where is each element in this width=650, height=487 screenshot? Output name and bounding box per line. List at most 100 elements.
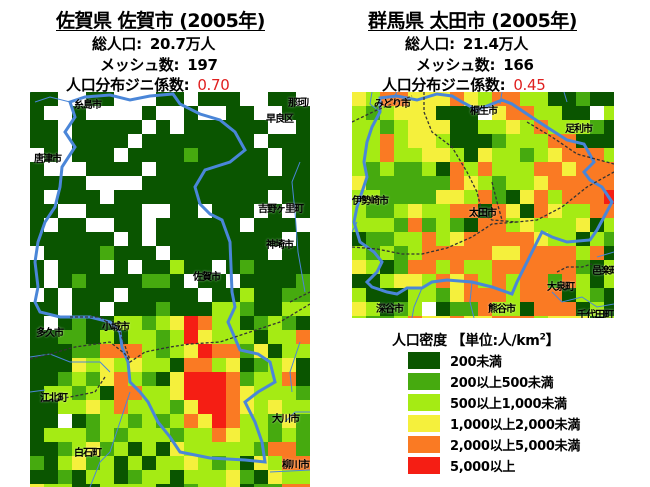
mesh-cell	[282, 274, 296, 288]
mesh-cell	[156, 246, 170, 260]
mesh-cell	[184, 190, 198, 204]
mesh-cell	[170, 428, 184, 442]
mesh-cell	[282, 386, 296, 400]
mesh-cell	[282, 148, 296, 162]
right-gini-value: 0.45	[513, 76, 546, 94]
mesh-cell	[212, 106, 226, 120]
mesh-cell	[282, 330, 296, 344]
mesh-cell	[86, 456, 100, 470]
mesh-cell	[142, 428, 156, 442]
mesh-cell	[184, 386, 198, 400]
left-gini-label: 人口分布ジニ係数:	[66, 76, 190, 94]
mesh-cell	[296, 176, 310, 190]
mesh-cell	[604, 302, 614, 316]
mesh-cell	[296, 106, 310, 120]
mesh-cell	[282, 344, 296, 358]
density-legend: 人口密度 【単位:人/km2】 200未満 200以上500未満 500以上1,00…	[392, 330, 580, 476]
mesh-cell	[72, 484, 86, 487]
mesh-cell	[576, 316, 590, 318]
mesh-cell	[268, 260, 282, 274]
mesh-cell	[72, 470, 86, 484]
mesh-cell	[212, 358, 226, 372]
mesh-cell	[268, 106, 282, 120]
mesh-cell	[170, 134, 184, 148]
mesh-cell	[352, 134, 366, 148]
legend-item: 1,000以上2,000未満	[408, 413, 580, 434]
mesh-cell	[506, 162, 520, 176]
mesh-cell	[282, 120, 296, 134]
mesh-cell	[590, 302, 604, 316]
mesh-cell	[86, 274, 100, 288]
mesh-cell	[352, 302, 366, 316]
mesh-cell	[254, 120, 268, 134]
mesh-cell	[212, 428, 226, 442]
mesh-cell	[100, 162, 114, 176]
mesh-cell	[534, 92, 548, 106]
mesh-cell	[478, 288, 492, 302]
left-population-value: 20.7万人	[149, 35, 216, 53]
mesh-cell	[380, 260, 394, 274]
mesh-cell	[422, 316, 436, 318]
mesh-cell	[86, 148, 100, 162]
legend-item: 500以上1,000未満	[408, 392, 580, 413]
mesh-cell	[268, 344, 282, 358]
mesh-cell	[394, 246, 408, 260]
mesh-cell	[128, 414, 142, 428]
mesh-cell	[380, 106, 394, 120]
mesh-cell	[142, 148, 156, 162]
mesh-cell	[44, 176, 58, 190]
mesh-cell	[240, 330, 254, 344]
mesh-cell	[534, 260, 548, 274]
mesh-cell	[72, 456, 86, 470]
mesh-cell	[282, 288, 296, 302]
mesh-cell	[562, 120, 576, 134]
place-label: みどり市	[374, 99, 411, 110]
mesh-cell	[240, 288, 254, 302]
mesh-cell	[296, 246, 310, 260]
mesh-cell	[366, 204, 380, 218]
mesh-cell	[156, 190, 170, 204]
mesh-cell	[408, 148, 422, 162]
mesh-cell	[506, 148, 520, 162]
mesh-cell	[380, 176, 394, 190]
mesh-cell	[282, 428, 296, 442]
mesh-cell	[86, 120, 100, 134]
mesh-cell	[128, 246, 142, 260]
mesh-cell	[86, 232, 100, 246]
left-mesh-stat: メッシュ数: 197	[100, 54, 218, 75]
mesh-cell	[240, 92, 254, 106]
mesh-cell	[184, 428, 198, 442]
mesh-cell	[282, 470, 296, 484]
mesh-cell	[422, 148, 436, 162]
mesh-cell	[506, 260, 520, 274]
mesh-cell	[44, 456, 58, 470]
mesh-cell	[72, 148, 86, 162]
mesh-cell	[450, 106, 464, 120]
mesh-cell	[394, 288, 408, 302]
mesh-cell	[394, 190, 408, 204]
mesh-cell	[380, 316, 394, 318]
mesh-cell	[114, 470, 128, 484]
mesh-cell	[44, 400, 58, 414]
mesh-cell	[352, 148, 366, 162]
mesh-cell	[576, 106, 590, 120]
place-label: 佐賀市	[193, 272, 221, 283]
mesh-cell	[436, 316, 450, 318]
mesh-cell	[534, 246, 548, 260]
mesh-cell	[44, 232, 58, 246]
place-label: 足利市	[565, 124, 593, 135]
mesh-cell	[184, 372, 198, 386]
mesh-cell	[240, 358, 254, 372]
mesh-cell	[268, 414, 282, 428]
mesh-cell	[170, 120, 184, 134]
mesh-cell	[198, 358, 212, 372]
mesh-cell	[534, 162, 548, 176]
mesh-cell	[128, 106, 142, 120]
mesh-cell	[408, 302, 422, 316]
mesh-cell	[506, 106, 520, 120]
mesh-cell	[184, 204, 198, 218]
mesh-cell	[86, 470, 100, 484]
mesh-cell	[254, 176, 268, 190]
mesh-cell	[44, 288, 58, 302]
mesh-cell	[408, 218, 422, 232]
